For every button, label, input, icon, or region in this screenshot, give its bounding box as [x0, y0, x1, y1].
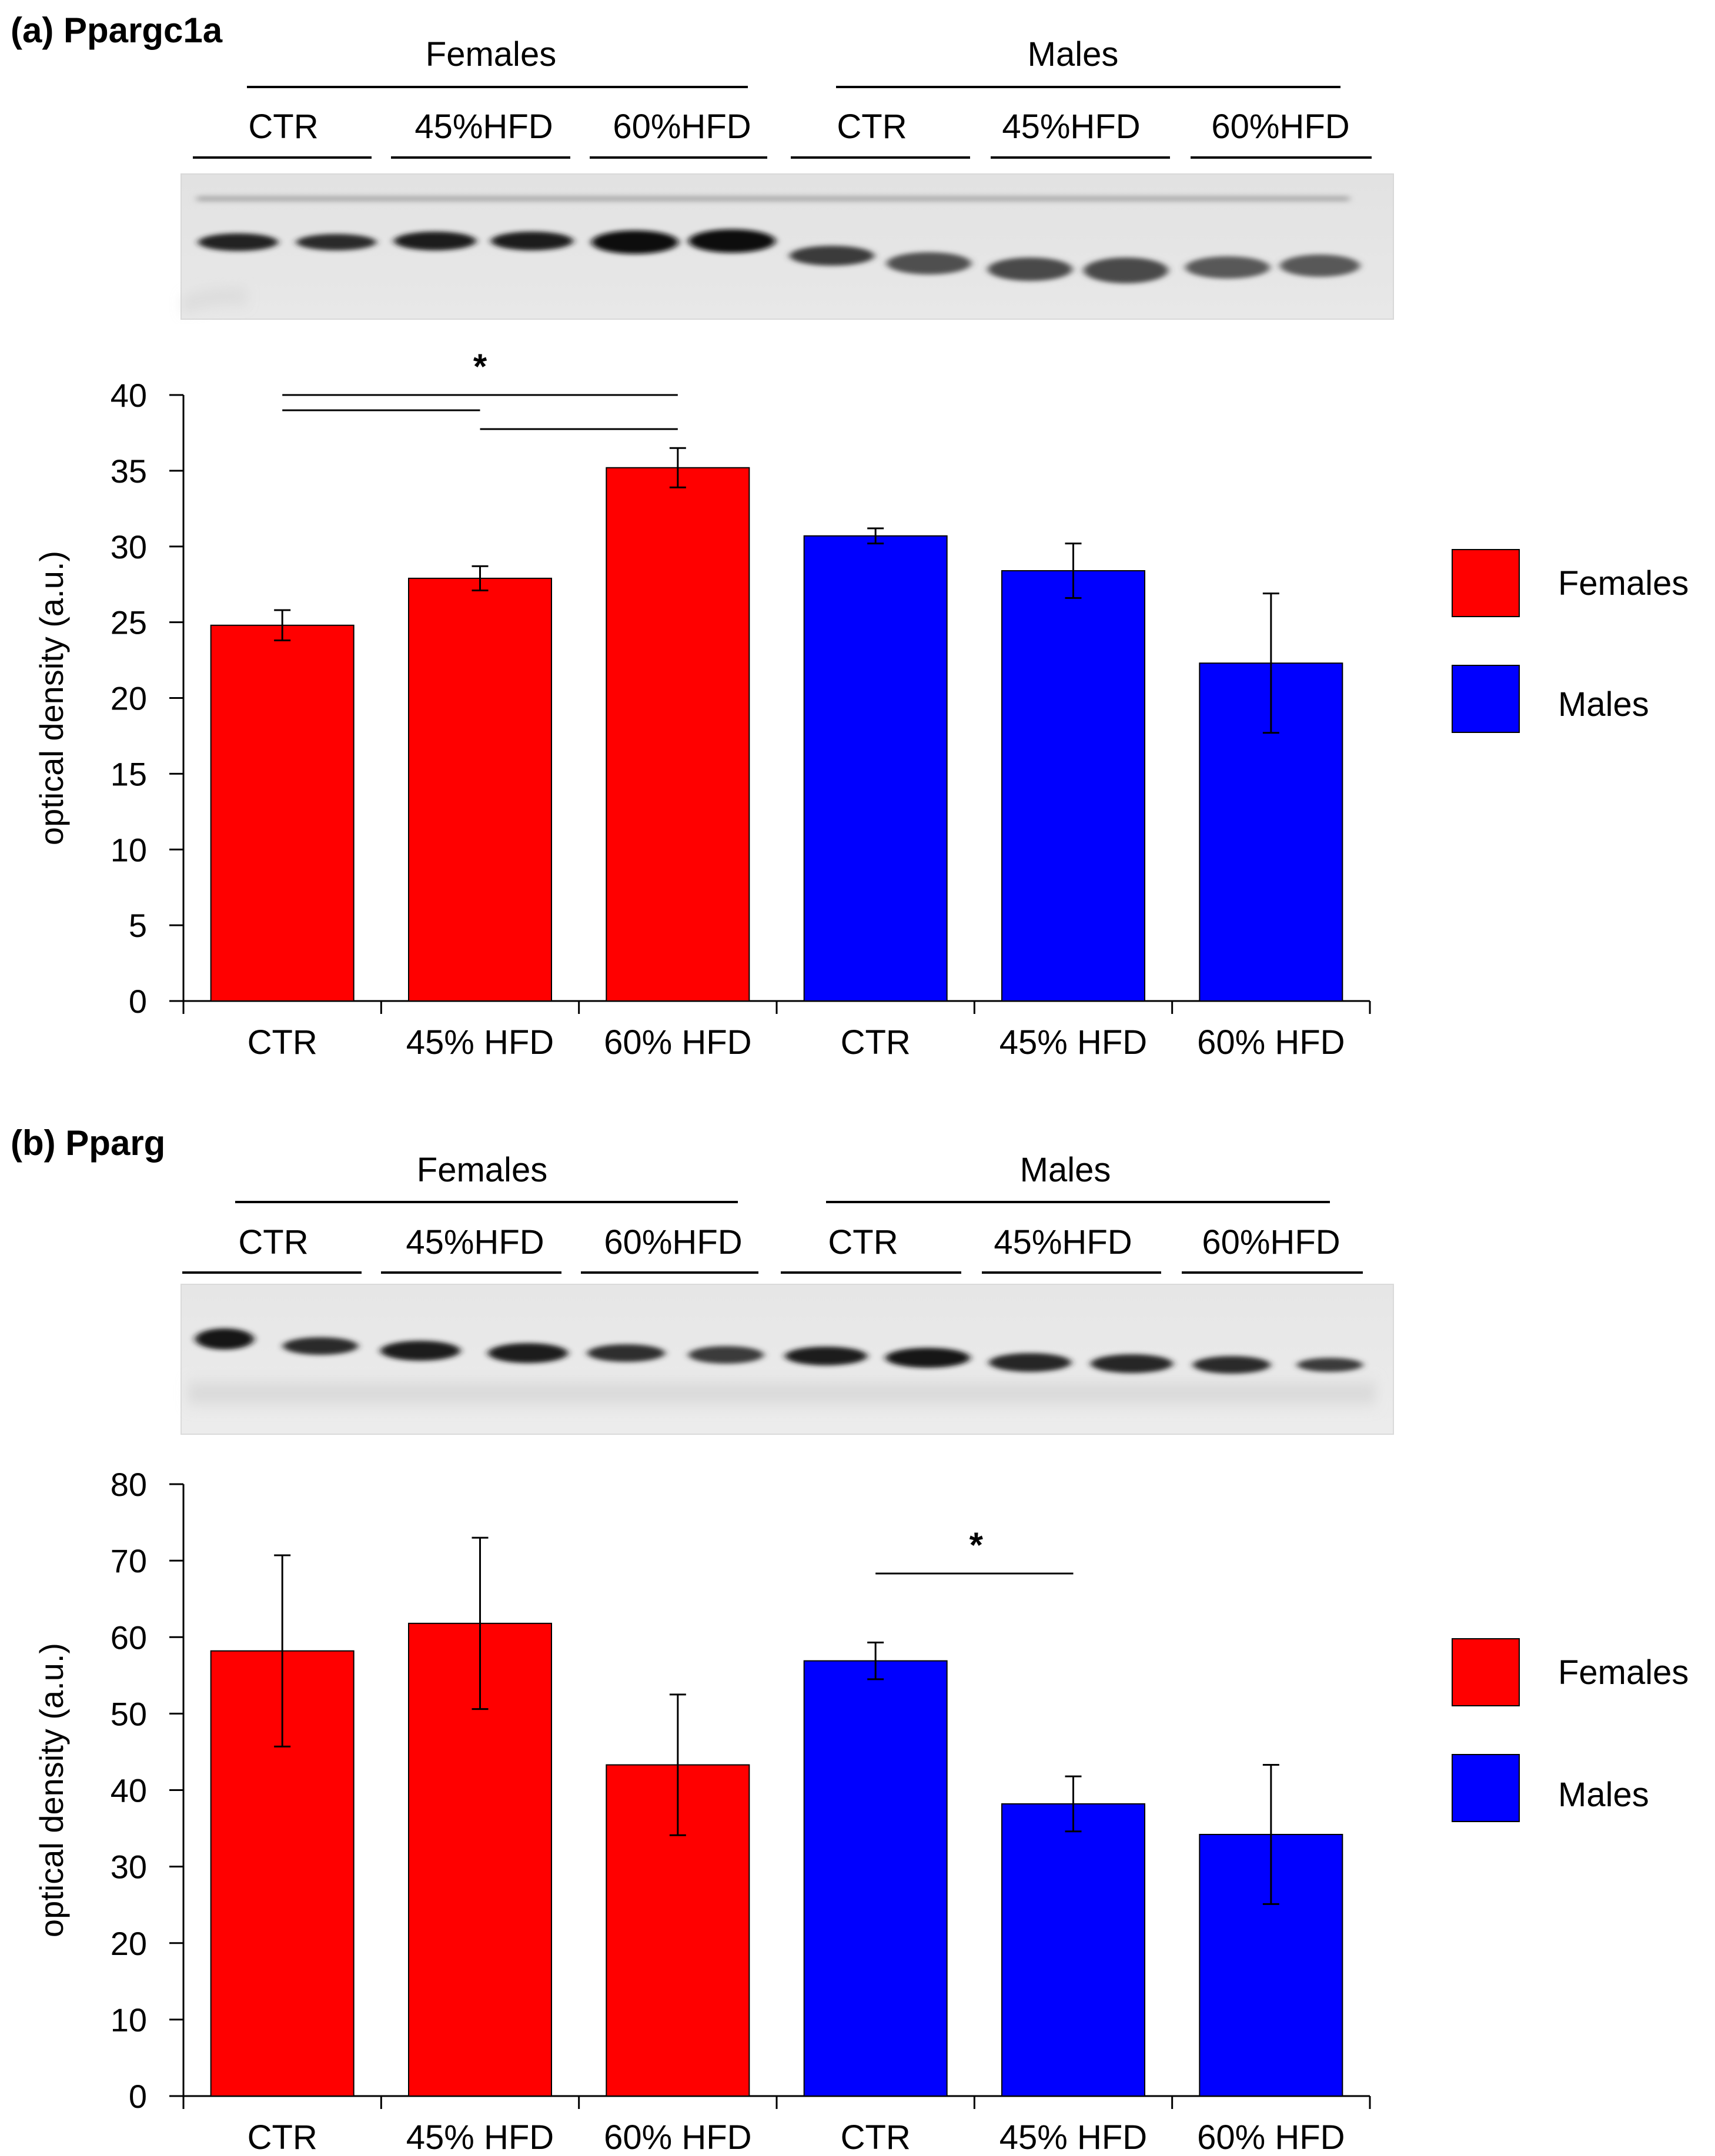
y-tick-label: 80 — [111, 1466, 147, 1503]
y-tick-label: 35 — [111, 453, 147, 490]
significance-star: * — [473, 347, 487, 386]
y-tick-label: 10 — [111, 2001, 147, 2038]
y-tick-label: 30 — [111, 1849, 147, 1886]
y-tick-label: 20 — [111, 1925, 147, 1962]
x-category-label: CTR — [841, 2118, 911, 2156]
x-category-label: 60% HFD — [1197, 1023, 1345, 1062]
y-tick-label: 40 — [111, 377, 147, 414]
blot-lane-label: CTR — [248, 108, 318, 146]
legend-label-males: Males — [1558, 1776, 1649, 1814]
blot-lane-label: CTR — [828, 1223, 898, 1261]
bar-males-4 — [1001, 570, 1145, 1002]
bar-chart-b: 0 10 20 30 40 50 60 70 80 optical density (a.u.) C… — [33, 1466, 1371, 2156]
bar-males-3 — [803, 535, 948, 1002]
panel-a: (a) Ppargc1a Females Males CTR 45%HFD 60… — [11, 11, 1689, 1062]
panel-a-title: (a) Ppargc1a — [11, 11, 223, 50]
blot-lane-label: 45%HFD — [414, 108, 553, 146]
y-axis-label: optical density (a.u.) — [33, 551, 70, 845]
blot-lane-label: 45%HFD — [406, 1223, 544, 1261]
y-axis-label: optical density (a.u.) — [33, 1643, 70, 1937]
x-category-label: CTR — [841, 1023, 911, 1062]
western-blot-image-a — [180, 173, 1394, 320]
x-category-label: 60% HFD — [604, 1023, 751, 1062]
bar-females-0 — [210, 624, 355, 1002]
y-tick-label: 0 — [129, 2078, 147, 2115]
legend-swatch-males — [1452, 1754, 1520, 1822]
x-category-label: 60% HFD — [604, 2118, 751, 2156]
blot-group-label-females: Females — [426, 35, 556, 73]
legend-label-females: Females — [1558, 564, 1689, 602]
panel-b-title: (b) Pparg — [11, 1123, 165, 1163]
legend-label-males: Males — [1558, 685, 1649, 724]
legend-b: Females Males — [1452, 1638, 1689, 1822]
bar-females-2 — [606, 467, 750, 1002]
x-category-label: 45% HFD — [999, 1023, 1147, 1062]
y-tick-label: 0 — [129, 983, 147, 1020]
y-tick-label: 60 — [111, 1619, 147, 1656]
blot-lane-label: 60%HFD — [613, 108, 751, 146]
blot-lane-label: 60%HFD — [1202, 1223, 1340, 1261]
y-tick-label: 20 — [111, 680, 147, 717]
western-blot-image-b — [180, 1284, 1394, 1435]
bar-chart-a: 0 5 10 15 20 25 30 35 40 optical density (a.u.) CT… — [33, 347, 1371, 1062]
blot-lane-label: CTR — [837, 108, 907, 146]
blot-group-label-males: Males — [1028, 35, 1119, 73]
y-tick-label: 70 — [111, 1542, 147, 1579]
blot-lane-label: 45%HFD — [994, 1223, 1132, 1261]
y-tick-label: 15 — [111, 755, 147, 792]
panel-b-blot-header: Females Males CTR 45%HFD 60%HFD CTR 45%H… — [182, 1151, 1363, 1274]
y-tick-label: 50 — [111, 1695, 147, 1732]
panel-b: (b) Pparg Females Males CTR 45%HFD 60%HF… — [11, 1123, 1689, 2156]
blot-group-label-males: Males — [1020, 1151, 1111, 1189]
y-tick-label: 40 — [111, 1772, 147, 1809]
blot-lane-label: 60%HFD — [604, 1223, 742, 1261]
legend-swatch-females — [1452, 549, 1520, 617]
y-tick-label: 10 — [111, 831, 147, 868]
x-category-label: 45% HFD — [999, 2118, 1147, 2156]
blot-lane-label: 60%HFD — [1211, 108, 1349, 146]
x-category-label: 45% HFD — [406, 2118, 554, 2156]
x-category-label: 60% HFD — [1197, 2118, 1345, 2156]
x-category-label: CTR — [248, 1023, 317, 1062]
blot-lane-label: 45%HFD — [1002, 108, 1140, 146]
blot-group-label-females: Females — [417, 1151, 547, 1189]
x-category-label: CTR — [248, 2118, 317, 2156]
y-tick-label: 30 — [111, 528, 147, 565]
legend-label-females: Females — [1558, 1653, 1689, 1692]
y-tick-label: 25 — [111, 604, 147, 641]
panel-a-blot-header: Females Males CTR 45%HFD 60%HFD CTR 45%H… — [193, 35, 1372, 159]
legend-swatch-males — [1452, 665, 1520, 733]
bar-females-1 — [408, 577, 552, 1002]
blot-lane-label: CTR — [238, 1223, 308, 1261]
bar-males-3 — [803, 1660, 948, 2097]
legend-swatch-females — [1452, 1638, 1520, 1706]
bar-males-4 — [1001, 1803, 1145, 2097]
significance-star: * — [970, 1525, 984, 1565]
y-tick-label: 5 — [129, 907, 147, 944]
legend-a: Females Males — [1452, 549, 1689, 733]
x-category-label: 45% HFD — [406, 1023, 554, 1062]
